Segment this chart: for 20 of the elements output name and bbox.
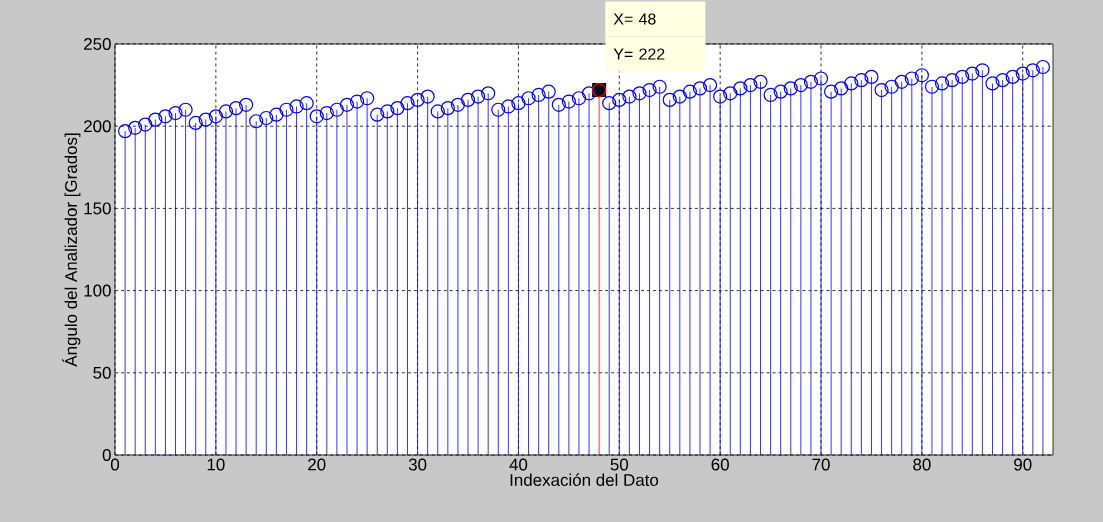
x-tick-label: 90	[1014, 458, 1032, 471]
x-tick-label: 60	[711, 458, 729, 471]
x-tick-label: 70	[812, 458, 830, 471]
annotation: Y= 222	[613, 48, 665, 60]
y-tick-label: 200	[84, 120, 111, 133]
y-tick-label: 150	[84, 202, 111, 215]
text: X= 48	[613, 13, 656, 25]
x-tick-label: 0	[110, 458, 120, 471]
x-tick-label: 80	[913, 458, 931, 471]
x-tick-label: 40	[509, 458, 528, 471]
y-axis-title: Ángulo del Analizador [Grados]	[62, 133, 81, 367]
x-tick-label: 30	[408, 458, 427, 471]
x-axis-title: Indexación del Dato	[510, 473, 659, 487]
y-tick-label: 0	[102, 449, 111, 461]
x-tick-label: 10	[207, 458, 225, 471]
y-tick-label: 50	[93, 366, 111, 379]
y-tick-label: 250	[84, 38, 111, 50]
x-tick-label: 50	[610, 458, 629, 471]
x-tick-label: 20	[308, 458, 326, 471]
y-tick-label: 100	[84, 284, 111, 297]
